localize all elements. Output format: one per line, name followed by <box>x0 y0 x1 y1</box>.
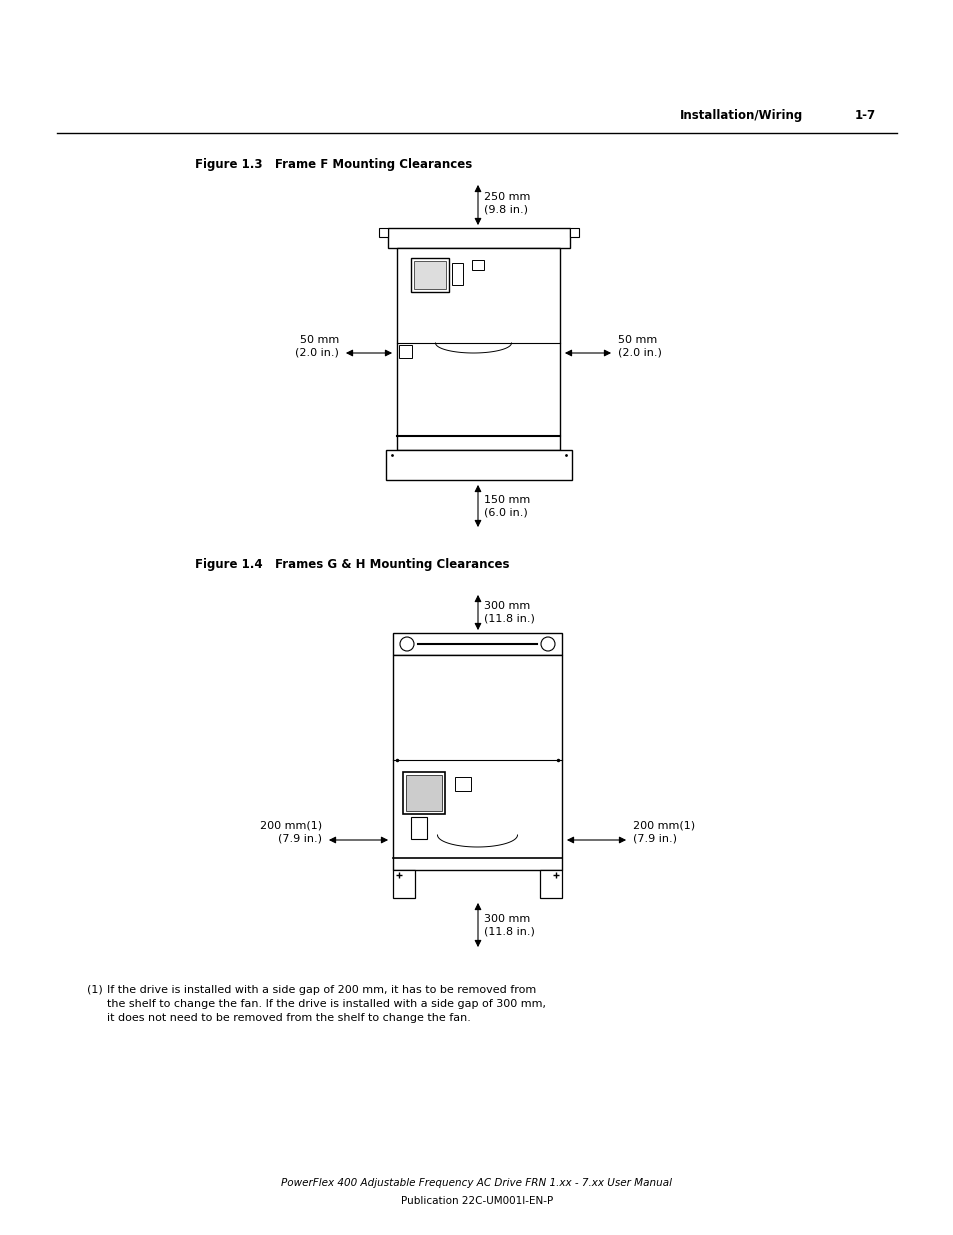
Text: PowerFlex 400 Adjustable Frequency AC Drive FRN 1.xx - 7.xx User Manual: PowerFlex 400 Adjustable Frequency AC Dr… <box>281 1178 672 1188</box>
Bar <box>414 261 446 289</box>
Text: 50 mm
(2.0 in.): 50 mm (2.0 in.) <box>294 335 338 357</box>
Text: 200 mm(1)
(7.9 in.): 200 mm(1) (7.9 in.) <box>259 821 322 844</box>
Text: 1-7: 1-7 <box>854 109 875 122</box>
Bar <box>472 261 483 270</box>
Bar <box>388 228 569 248</box>
Text: Publication 22C-UM001I-EN-P: Publication 22C-UM001I-EN-P <box>400 1195 553 1207</box>
Text: 300 mm
(11.8 in.): 300 mm (11.8 in.) <box>483 601 535 624</box>
Bar <box>398 345 412 358</box>
Text: Figure 1.3   Frame F Mounting Clearances: Figure 1.3 Frame F Mounting Clearances <box>194 158 472 170</box>
Bar <box>406 776 441 811</box>
Bar <box>396 248 559 450</box>
Bar <box>393 869 415 898</box>
Text: 50 mm
(2.0 in.): 50 mm (2.0 in.) <box>618 335 661 357</box>
Text: 150 mm
(6.0 in.): 150 mm (6.0 in.) <box>483 495 530 517</box>
Text: If the drive is installed with a side gap of 200 mm, it has to be removed from
t: If the drive is installed with a side ga… <box>107 986 545 1023</box>
Bar <box>402 772 444 814</box>
Text: (1): (1) <box>87 986 103 995</box>
Bar <box>455 777 471 790</box>
Text: 250 mm
(9.8 in.): 250 mm (9.8 in.) <box>483 191 530 214</box>
Bar <box>569 228 578 237</box>
Text: Figure 1.4   Frames G & H Mounting Clearances: Figure 1.4 Frames G & H Mounting Clearan… <box>194 558 509 571</box>
Bar <box>452 263 462 285</box>
Bar <box>411 258 449 291</box>
Bar <box>378 228 388 237</box>
Bar <box>411 818 427 839</box>
Text: Installation/Wiring: Installation/Wiring <box>679 109 802 122</box>
Text: 200 mm(1)
(7.9 in.): 200 mm(1) (7.9 in.) <box>633 821 695 844</box>
Bar <box>539 869 561 898</box>
Text: 300 mm
(11.8 in.): 300 mm (11.8 in.) <box>483 914 535 936</box>
Bar <box>393 655 561 869</box>
Bar <box>393 634 561 655</box>
Bar <box>386 450 572 480</box>
